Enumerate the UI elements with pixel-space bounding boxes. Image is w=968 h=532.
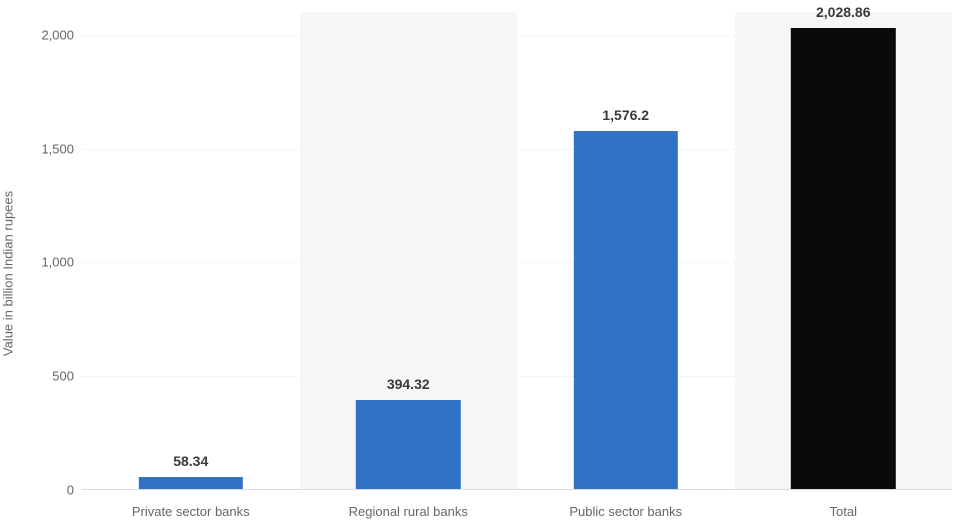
x-axis-line xyxy=(82,489,952,490)
x-tick-label: Private sector banks xyxy=(82,496,300,532)
y-tick-label: 500 xyxy=(32,369,74,384)
x-tick-label: Total xyxy=(735,496,953,532)
chart-column: 1,576.2 xyxy=(517,12,735,490)
bar-value-label: 1,576.2 xyxy=(602,107,649,123)
y-axis-label: Value in billion Indian rupees xyxy=(1,191,16,356)
y-tick-label: 0 xyxy=(32,483,74,498)
bar-value-label: 58.34 xyxy=(173,453,208,469)
bar: 394.32 xyxy=(356,400,460,490)
chart-column: 394.32 xyxy=(300,12,518,490)
chart-column: 2,028.86 xyxy=(735,12,953,490)
chart-column: 58.34 xyxy=(82,12,300,490)
x-tick-label: Public sector banks xyxy=(517,496,735,532)
bar-chart: Value in billion Indian rupees 0 500 1,000… xyxy=(0,0,968,532)
y-tick-label: 1,000 xyxy=(32,255,74,270)
chart-columns: 58.34 394.32 1,576.2 2,028.86 xyxy=(82,12,952,490)
bar: 2,028.86 xyxy=(791,28,895,490)
plot-area: 05001,0001,5002,000 58.34394.321,576.22,… xyxy=(82,12,952,490)
bar: 1,576.2 xyxy=(574,131,678,490)
bar: 58.34 xyxy=(139,477,243,490)
x-tick-label: Regional rural banks xyxy=(300,496,518,532)
bar-value-label: 394.32 xyxy=(387,376,430,392)
y-tick-label: 1,500 xyxy=(32,141,74,156)
bar-value-label: 2,028.86 xyxy=(816,4,871,20)
x-axis-labels: Private sector banksRegional rural banks… xyxy=(82,496,952,532)
y-tick-label: 2,000 xyxy=(32,27,74,42)
